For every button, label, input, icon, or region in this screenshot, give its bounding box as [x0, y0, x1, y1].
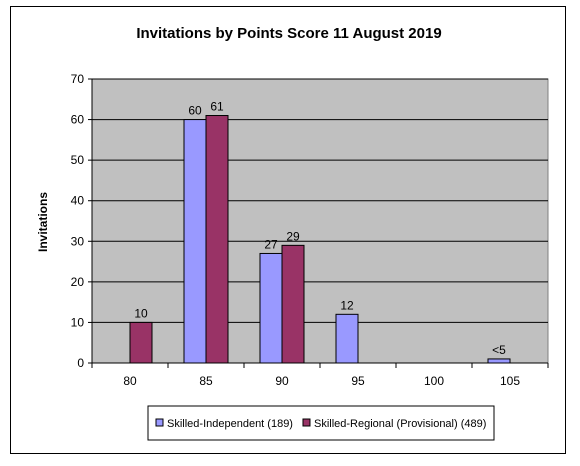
data-label: 27 [264, 237, 278, 251]
data-label: 61 [210, 100, 224, 114]
y-tick-label: 10 [71, 315, 85, 329]
bar-skilled-independent [487, 358, 511, 364]
y-axis-label: Invitations [36, 192, 50, 252]
data-label: 10 [134, 306, 148, 320]
x-tick-label: 90 [275, 374, 289, 388]
legend-label: Skilled-Independent (189) [167, 418, 293, 430]
data-label: 12 [340, 298, 354, 312]
y-tick-label: 40 [71, 194, 85, 208]
y-tick-label: 20 [71, 275, 85, 289]
data-label: <5 [492, 343, 506, 357]
y-tick-label: 70 [71, 72, 85, 86]
chart-title: Invitations by Points Score 11 August 20… [136, 25, 441, 42]
bar-skilled-regional [281, 244, 305, 364]
legend-swatch [302, 418, 311, 427]
plot-background [91, 78, 549, 364]
plot-area: 0 10 20 30 40 50 60 70 80 10 85 60 61 90 27 29 95 12 100 10… [71, 72, 549, 388]
x-tick-label: 95 [351, 374, 365, 388]
bar-skilled-regional [205, 115, 229, 364]
legend-box [147, 405, 495, 441]
legend: Skilled-Independent (189) Skilled-Regiona… [147, 405, 495, 441]
y-tick-label: 30 [71, 234, 85, 248]
y-tick-label: 0 [77, 356, 84, 370]
bar-skilled-independent [335, 313, 359, 364]
data-label: 60 [188, 104, 202, 118]
data-label: 29 [286, 229, 300, 243]
bar-skilled-independent [183, 119, 207, 364]
x-tick-label: 100 [424, 374, 444, 388]
bar-skilled-regional [129, 321, 153, 364]
x-tick-label: 105 [500, 374, 520, 388]
y-tick-label: 60 [71, 113, 85, 127]
y-tick-label: 50 [71, 153, 85, 167]
legend-label: Skilled-Regional (Provisional) (489) [314, 418, 486, 430]
x-tick-label: 80 [123, 374, 137, 388]
bar-skilled-independent [259, 252, 283, 364]
x-tick-label: 85 [199, 374, 213, 388]
legend-swatch [155, 418, 164, 427]
